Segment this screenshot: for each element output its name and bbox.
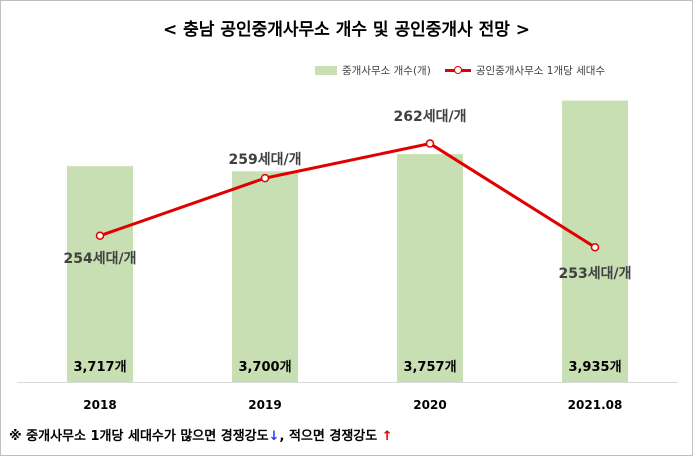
x-tick-2021.08: 2021.08	[568, 398, 623, 412]
footnote-text-1: ※ 중개사무소 1개당 세대수가 많으면 경쟁강도	[9, 429, 269, 444]
line-point-2018	[95, 231, 105, 240]
up-arrow-icon: ↑	[381, 429, 393, 444]
x-tick-2019: 2019	[248, 398, 281, 412]
legend: 중개사무소 개수(개) 공인중개사무소 1개당 세대수	[315, 62, 605, 78]
bar-label-2018: 3,717개	[73, 360, 126, 375]
x-tick-2020: 2020	[413, 398, 446, 412]
footnote: ※ 중개사무소 1개당 세대수가 많으면 경쟁강도↓, 적으면 경쟁강도 ↑	[9, 425, 393, 444]
line-point-2019	[260, 173, 270, 183]
footnote-text-2: , 적으면 경쟁강도	[279, 429, 382, 444]
legend-line-swatch	[444, 65, 471, 75]
line-label-2018: 254세대/개	[64, 251, 137, 267]
legend-bar-label: 중개사무소 개수(개)	[342, 64, 431, 77]
line-point-2020	[425, 139, 435, 148]
line-series	[99, 142, 596, 249]
x-tick-2018: 2018	[83, 398, 116, 412]
bar-label-2020: 3,757개	[403, 360, 456, 375]
line-label-2019: 259세대/개	[229, 152, 302, 168]
bar-2020	[397, 154, 463, 382]
bar-2021.08	[562, 100, 628, 382]
bar-label-2019: 3,700개	[238, 360, 291, 375]
bar-2019	[232, 171, 298, 382]
bar-label-2021.08: 3,935개	[568, 360, 621, 375]
legend-bar-swatch	[315, 65, 337, 75]
chart-title: < 충남 공인중개사무소 개수 및 공인중개사 전망 >	[162, 20, 531, 40]
down-arrow-icon: ↓	[268, 429, 280, 444]
line-point-2021.08	[590, 242, 600, 252]
line-label-2021.08: 253세대/개	[559, 266, 632, 282]
bar-2018	[67, 166, 133, 382]
line-label-2020: 262세대/개	[394, 109, 467, 125]
legend-line-label: 공인중개사무소 1개당 세대수	[475, 64, 606, 77]
